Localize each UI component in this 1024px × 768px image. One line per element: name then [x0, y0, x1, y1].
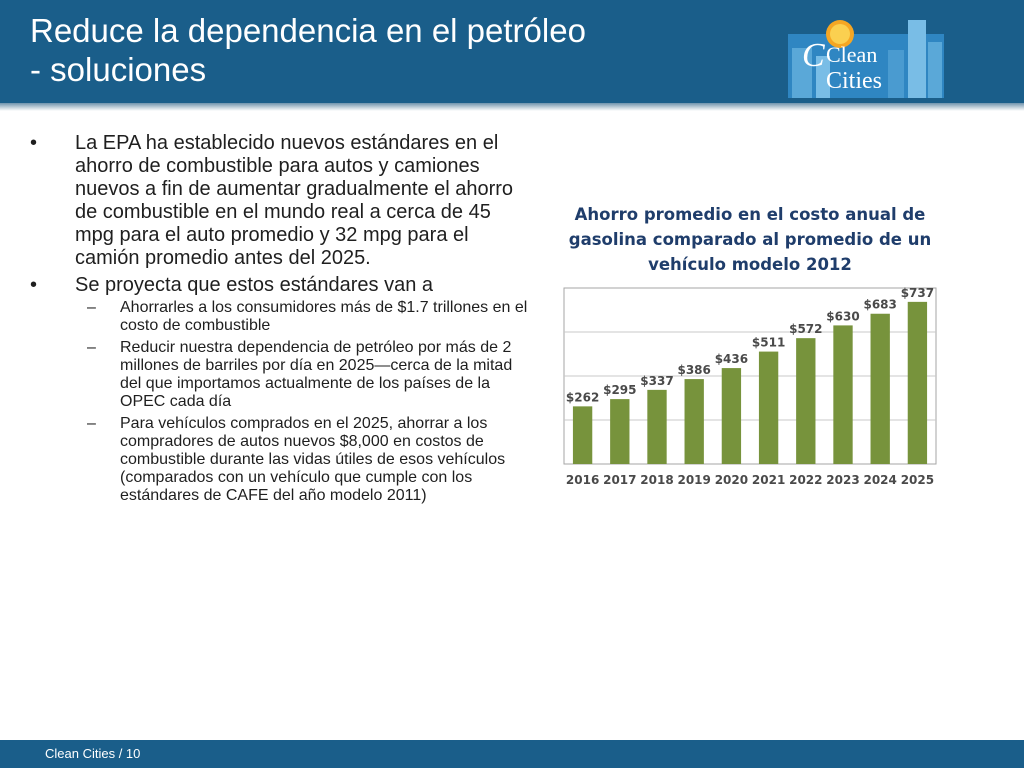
x-tick-label: 2019 — [677, 473, 710, 487]
bar — [721, 368, 742, 464]
x-tick-label: 2017 — [603, 473, 636, 487]
data-label: $737 — [901, 286, 934, 300]
bar — [647, 389, 667, 464]
bullet-text: Se proyecta que estos estándares van a — [75, 274, 434, 296]
data-label: $436 — [715, 352, 748, 366]
sub-bullet-item: – Para vehículos comprados en el 2025, a… — [75, 415, 530, 505]
data-label: $630 — [826, 309, 859, 323]
slide-header: Reduce la dependencia en el petróleo - s… — [0, 0, 1024, 103]
x-tick-label: 2024 — [863, 473, 896, 487]
x-tick-label: 2022 — [789, 473, 822, 487]
dash-symbol: – — [87, 339, 96, 356]
bar — [796, 338, 816, 464]
slide-title: Reduce la dependencia en el petróleo - s… — [30, 12, 586, 88]
bullet-text: La EPA ha establecido nuevos estándares … — [75, 132, 514, 269]
chart-title-line: vehículo modelo 2012 — [648, 255, 852, 274]
bar — [758, 351, 779, 464]
clean-cities-logo: C Clean Cities — [788, 20, 944, 98]
sub-bullet-text: Ahorrarles a los consumidores más de $1.… — [120, 299, 528, 334]
data-label: $295 — [603, 383, 636, 397]
bar — [684, 379, 704, 464]
data-label: $386 — [677, 363, 710, 377]
data-label: $683 — [863, 298, 896, 312]
bullet-item: • Se proyecta que estos estándares van a… — [30, 274, 530, 505]
bullet-list: • La EPA ha establecido nuevos estándare… — [30, 132, 530, 509]
sub-bullet-text: Reducir nuestra dependencia de petróleo … — [120, 339, 513, 410]
bar — [870, 313, 890, 464]
bar — [572, 406, 593, 464]
dash-symbol: – — [87, 299, 96, 316]
header-divider — [0, 103, 1024, 111]
dash-symbol: – — [87, 415, 96, 432]
x-tick-label: 2025 — [901, 473, 934, 487]
data-label: $511 — [752, 336, 785, 350]
x-tick-label: 2018 — [640, 473, 673, 487]
x-tick-label: 2016 — [566, 473, 599, 487]
svg-text:C: C — [802, 37, 825, 74]
slide-footer: Clean Cities / 10 — [0, 740, 1024, 768]
sub-bullet-item: – Ahorrarles a los consumidores más de $… — [75, 299, 530, 335]
chart-title-line: Ahorro promedio en el costo anual de — [574, 205, 926, 224]
chart-title-line: gasolina comparado al promedio de un — [568, 230, 932, 249]
sub-bullet-text: Para vehículos comprados en el 2025, aho… — [120, 415, 506, 504]
x-tick-label: 2023 — [826, 473, 859, 487]
bullet-symbol: • — [30, 132, 38, 154]
logo-line2: Cities — [826, 68, 882, 94]
sub-bullet-list: – Ahorrarles a los consumidores más de $… — [75, 299, 530, 505]
data-label: $262 — [566, 390, 599, 404]
sub-bullet-item: – Reducir nuestra dependencia de petróle… — [75, 339, 530, 411]
data-label: $572 — [789, 322, 822, 336]
x-tick-label: 2020 — [715, 473, 748, 487]
chart-title: Ahorro promedio en el costo anual de gas… — [560, 202, 940, 277]
footer-text: Clean Cities / 10 — [45, 746, 141, 761]
bar — [833, 325, 853, 464]
savings-bar-chart: $262 2016 $295 2017 $337 2018 $386 2019 $436 2020… — [563, 286, 937, 487]
bullet-item: • La EPA ha establecido nuevos estándare… — [30, 132, 530, 270]
logo-line1: Clean — [826, 42, 877, 67]
bullet-symbol: • — [30, 274, 38, 296]
data-label: $337 — [640, 374, 673, 388]
bar — [610, 399, 630, 464]
x-tick-label: 2021 — [752, 473, 785, 487]
bar — [907, 301, 928, 464]
